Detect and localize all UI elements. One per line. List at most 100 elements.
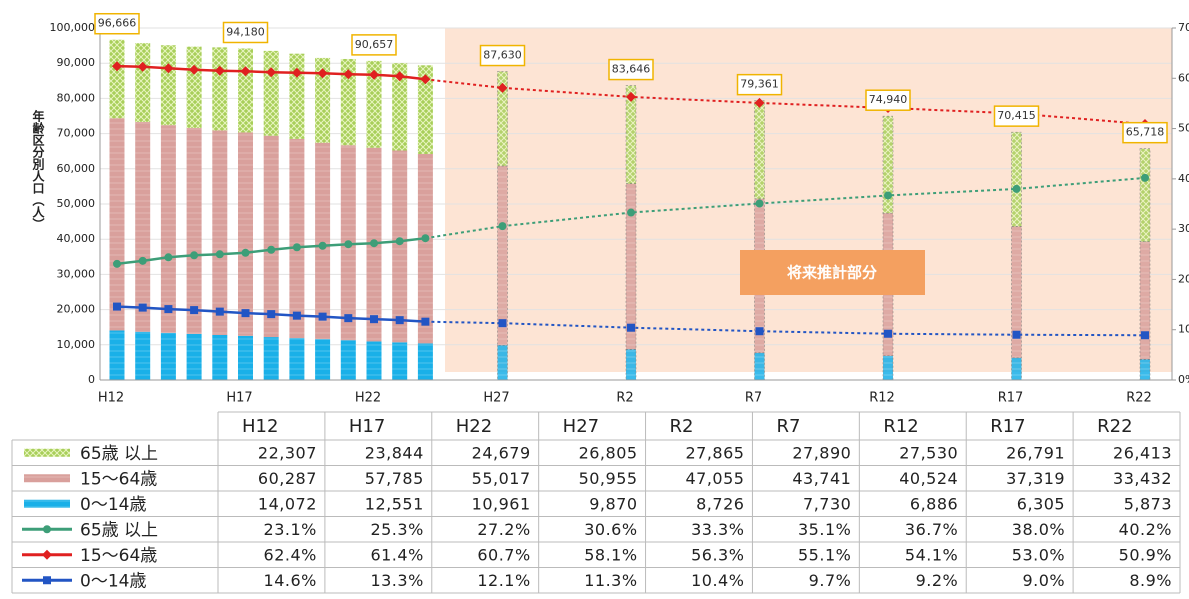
marker [215,250,224,259]
annotation: 将来推計部分 [787,264,877,282]
bar [238,335,253,380]
bar [263,135,279,338]
total-label: 79,361 [740,78,779,91]
y2-tick-label: 30% [1178,222,1189,235]
bar [392,342,408,380]
table-cell: 54.1% [905,545,958,564]
table-cell: 9.0% [1022,571,1065,590]
table-header: R12 [883,416,918,437]
marker [395,316,404,325]
table-cell: 55.1% [798,545,851,564]
table-cell: 62.4% [264,545,317,564]
table-cell: 14,072 [258,494,317,513]
bar [212,130,228,335]
total-label: 74,940 [869,93,908,106]
marker [884,191,892,200]
bar [392,150,408,343]
marker [370,239,378,248]
marker [344,314,353,323]
table-cell: 10,961 [472,494,531,513]
y2-tick-label: 70% [1178,21,1189,34]
legend-marker [42,549,52,560]
table-cell: 27,890 [792,443,851,462]
marker [318,241,327,250]
table-cell: 30.6% [584,520,637,539]
bar [1139,148,1151,242]
total-label: 96,666 [98,17,137,30]
marker [344,240,353,249]
y2-tick-label: 50% [1178,122,1189,135]
marker [138,303,147,312]
row-label: 65歳 以上 [80,444,158,464]
bar [160,332,176,380]
bar [109,330,125,380]
table-cell: 60,287 [258,469,317,488]
table-cell: 8,726 [696,494,744,513]
bar [392,63,408,151]
total-label: 70,415 [997,109,1036,122]
total-label: 94,180 [226,25,265,38]
table-cell: 6,886 [910,494,958,513]
table-cell: 50,955 [579,469,638,488]
total-label-box [351,34,397,56]
bar [417,154,433,344]
table-header: H17 [349,416,385,437]
y-axis-label: 年齢区分別人口（人） [31,109,45,230]
bar [135,331,151,380]
table-cell: 33.3% [691,520,744,539]
marker [395,237,404,246]
marker [266,67,277,78]
table-cell: 55,017 [472,469,531,488]
marker [317,68,328,79]
table-cell: 22,307 [258,443,317,462]
y-tick-label: 50,000 [57,197,96,210]
bar [238,48,253,133]
marker [292,311,301,320]
bar [135,121,151,332]
bar [417,343,433,380]
bar [1011,131,1022,227]
table-cell: 24,679 [472,443,531,462]
table-header: R7 [776,416,800,437]
table-cell: 26,805 [579,443,638,462]
table-cell: 27,865 [685,443,744,462]
bar [340,340,356,380]
marker [113,259,121,268]
table-header: H12 [242,416,278,437]
table-cell: 53.0% [1012,545,1065,564]
bar [109,39,125,119]
marker [267,245,276,254]
x-tick-label: R17 [998,391,1024,406]
legend-swatch [24,474,70,483]
y-tick-label: 10,000 [57,338,96,351]
marker [138,256,147,265]
y-tick-label: 70,000 [57,127,96,140]
total-label-box [479,44,526,67]
marker [164,253,173,262]
table-header: H22 [456,416,492,437]
marker [190,251,199,260]
annotation-box [740,250,925,295]
marker [164,305,173,314]
marker [241,248,250,257]
y2-tick-label: 10% [1178,323,1189,336]
bar [754,352,765,381]
y2-tick-label: 20% [1178,272,1189,285]
marker [498,222,507,231]
bar [109,118,125,331]
total-label: 90,657 [355,38,394,51]
y-tick-label: 30,000 [57,267,96,280]
total-label-box [993,105,1040,127]
bar [1011,357,1022,381]
marker [627,323,635,332]
table-cell: 26,791 [1006,443,1065,462]
table-header: R2 [670,416,694,437]
table-cell: 33,432 [1113,469,1172,488]
table-cell: 23.1% [264,520,317,539]
table-cell: 61.4% [370,545,423,564]
marker [1012,330,1021,339]
table-cell: 7,730 [803,494,851,513]
marker [884,329,892,338]
total-label: 65,718 [1126,126,1165,139]
table-cell: 23,844 [365,443,424,462]
